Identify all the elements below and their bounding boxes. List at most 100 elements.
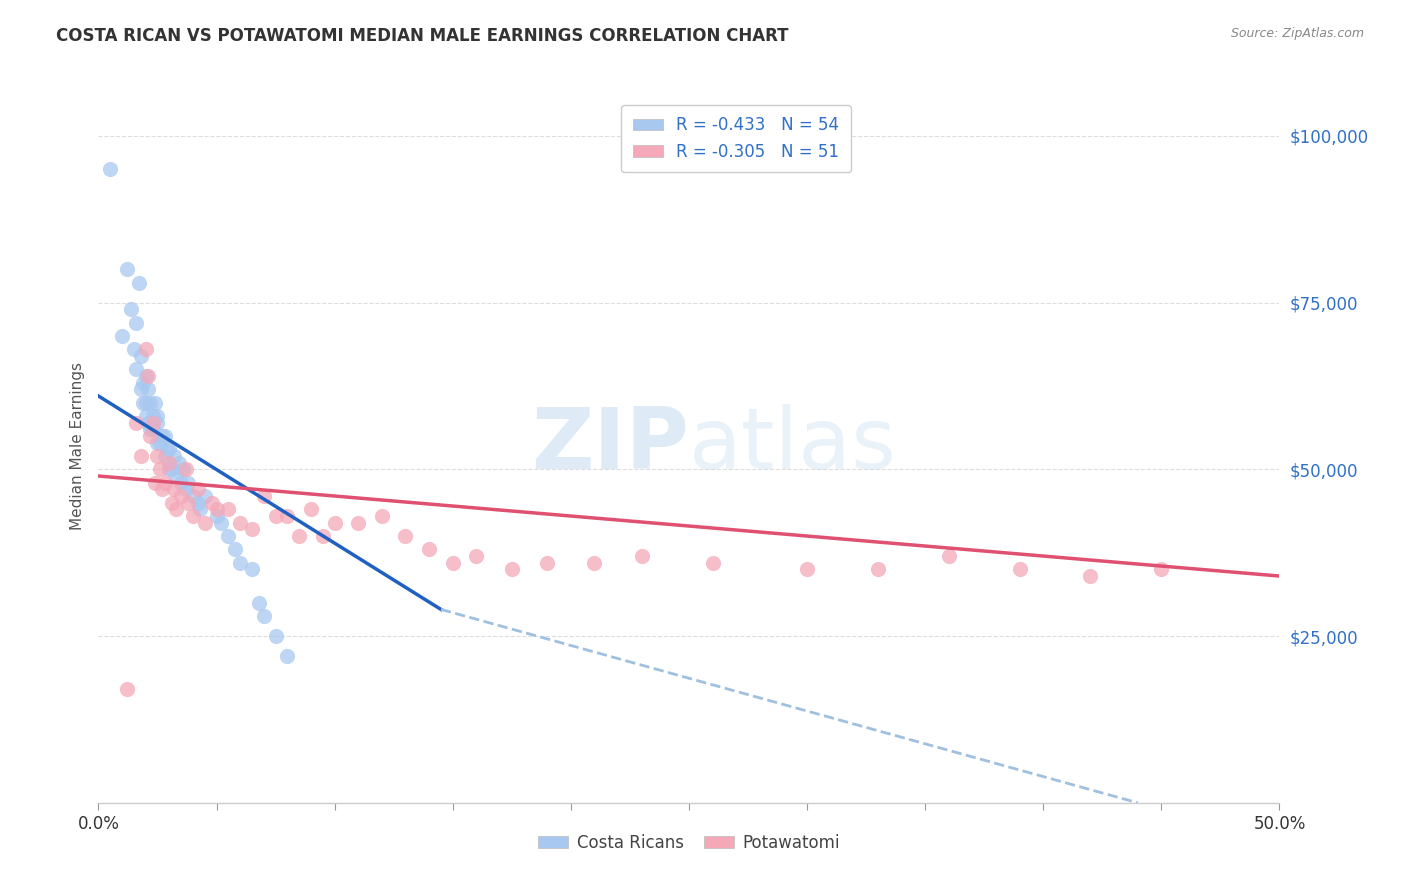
Point <box>181 509 204 524</box>
Point <box>253 489 276 503</box>
Point <box>224 542 246 557</box>
Point <box>135 368 157 383</box>
Text: COSTA RICAN VS POTAWATOMI MEDIAN MALE EARNINGS CORRELATION CHART: COSTA RICAN VS POTAWATOMI MEDIAN MALE EA… <box>56 27 789 45</box>
Point <box>240 522 263 536</box>
Point <box>157 456 180 470</box>
Point <box>441 556 464 570</box>
Point <box>1080 569 1102 583</box>
Point <box>135 409 157 423</box>
Point <box>187 496 209 510</box>
Point <box>217 502 239 516</box>
Point <box>143 475 166 490</box>
Point <box>1008 562 1031 576</box>
Point <box>163 449 186 463</box>
Point <box>153 449 176 463</box>
Point <box>122 343 145 357</box>
Point <box>132 395 155 409</box>
Y-axis label: Median Male Earnings: Median Male Earnings <box>69 362 84 530</box>
Point <box>174 483 197 497</box>
Point <box>866 562 889 576</box>
Point <box>247 596 270 610</box>
Point <box>177 475 200 490</box>
Point <box>143 395 166 409</box>
Point <box>177 496 200 510</box>
Point <box>938 549 960 563</box>
Point <box>149 435 172 450</box>
Point <box>160 462 183 476</box>
Point <box>312 529 335 543</box>
Point <box>501 562 523 576</box>
Point <box>125 362 148 376</box>
Point <box>1150 562 1173 576</box>
Point <box>394 529 416 543</box>
Point <box>125 316 148 330</box>
Point <box>153 429 176 443</box>
Point <box>165 469 187 483</box>
Point <box>115 262 138 277</box>
Point <box>170 475 193 490</box>
Text: Source: ZipAtlas.com: Source: ZipAtlas.com <box>1230 27 1364 40</box>
Legend: Costa Ricans, Potawatomi: Costa Ricans, Potawatomi <box>531 828 846 859</box>
Point <box>142 416 165 430</box>
Point <box>288 529 311 543</box>
Point <box>150 429 173 443</box>
Point <box>371 509 394 524</box>
Point <box>139 395 162 409</box>
Point <box>157 442 180 457</box>
Point <box>418 542 440 557</box>
Text: ZIP: ZIP <box>531 404 689 488</box>
Point <box>156 442 179 457</box>
Point <box>201 496 224 510</box>
Point <box>129 382 152 396</box>
Point <box>167 456 190 470</box>
Point <box>125 416 148 430</box>
Point <box>135 343 157 357</box>
Point <box>264 509 287 524</box>
Point <box>264 629 287 643</box>
Point <box>157 462 180 476</box>
Point <box>209 516 232 530</box>
Point <box>172 462 194 476</box>
Point <box>128 276 150 290</box>
Point <box>796 562 818 576</box>
Point <box>347 516 370 530</box>
Point <box>142 422 165 436</box>
Point <box>299 502 322 516</box>
Point <box>132 376 155 390</box>
Point <box>170 489 193 503</box>
Text: atlas: atlas <box>689 404 897 488</box>
Point <box>583 556 606 570</box>
Point <box>240 562 263 576</box>
Point <box>229 516 252 530</box>
Point <box>160 496 183 510</box>
Point <box>536 556 558 570</box>
Point <box>187 483 209 497</box>
Point <box>276 509 298 524</box>
Point <box>229 556 252 570</box>
Point <box>111 329 134 343</box>
Point <box>188 502 211 516</box>
Point <box>142 409 165 423</box>
Point <box>181 489 204 503</box>
Point <box>174 462 197 476</box>
Point <box>149 462 172 476</box>
Point <box>129 449 152 463</box>
Point <box>115 682 138 697</box>
Point <box>253 609 276 624</box>
Point <box>205 509 228 524</box>
Point <box>136 368 159 383</box>
Point <box>150 483 173 497</box>
Point <box>323 516 346 530</box>
Point <box>194 516 217 530</box>
Point <box>146 409 169 423</box>
Point <box>702 556 724 570</box>
Point <box>135 395 157 409</box>
Point <box>136 416 159 430</box>
Point <box>146 435 169 450</box>
Point <box>146 449 169 463</box>
Point <box>129 349 152 363</box>
Point <box>121 302 143 317</box>
Point <box>217 529 239 543</box>
Point <box>136 382 159 396</box>
Point <box>276 649 298 664</box>
